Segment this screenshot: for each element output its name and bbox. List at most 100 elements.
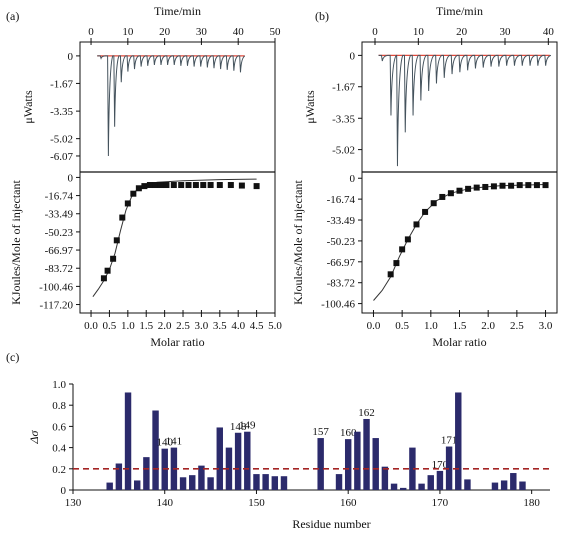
data-point [192,182,199,189]
data-point [465,185,472,192]
x-tick-label: 130 [65,497,82,509]
data-point [110,255,117,262]
bottom-ytick-label: -83.72 [45,263,73,275]
top-ytick-label: -5.02 [332,145,355,157]
data-point [516,182,523,189]
y-tick-label: 0.2 [52,464,66,476]
y-tick-label: 0 [61,485,67,497]
bottom-ytick-label: -100.46 [321,299,355,311]
data-point [104,267,111,274]
bar-residue-135 [115,463,123,490]
bar-residue-152 [271,476,279,490]
top-xtick-label: 0 [372,26,378,38]
bar-residue-143 [189,475,196,490]
bar-residue-139 [152,410,159,490]
bar-panel-c: (c) 0 0.2 0.4 0.6 0.8 1.0 130 140 150 160 170 180 Res… [6,350,550,531]
bottom-xtick-label: 1.5 [453,320,467,332]
data-point [146,182,153,189]
bottom-xtick-label: 4.5 [250,320,264,332]
data-point [178,182,185,189]
bottom-xtick-label: 3.0 [195,320,209,332]
bottom-xtick-label: 4.0 [231,320,245,332]
bar-label: 149 [239,420,256,432]
bar-residue-169 [427,475,434,490]
bar-residue-165 [390,483,398,490]
data-point [508,182,515,189]
bar-residue-167 [409,447,416,490]
y-tick-label: 0.8 [52,400,66,412]
bottom-ytick-label: -66.97 [45,245,74,257]
bottom-ytick-label: -16.74 [327,194,356,206]
bottom-ytick-label: -16.74 [45,191,74,203]
bottom-xtick-label: 2.5 [176,320,190,332]
top-xlabel: Time/min [436,4,483,18]
data-point [170,182,177,189]
x-axis-label: Residue number [292,517,370,531]
bottom-ytick-label: -117.20 [39,300,73,312]
top-ytick-label: -1.67 [332,82,355,94]
bar-residue-160 [344,439,352,490]
data-point [525,182,532,189]
bottom-xtick-label: 0.0 [367,320,381,332]
data-point [422,208,429,215]
bottom-ytick-label: 0 [68,172,74,184]
bar-residue-134 [106,482,113,490]
top-ytick-label: -5.02 [50,134,73,146]
data-point [387,271,394,278]
data-point [238,182,245,189]
data-point [490,183,497,190]
bar-residue-162 [363,418,370,490]
bar-label: 170 [432,459,449,471]
bar-residue-149 [244,431,251,490]
data-point [100,275,107,282]
top-ylabel: μWatts [303,90,317,124]
bottom-ytick-label: -50.23 [327,236,356,248]
bottom-xtick-label: 1.0 [424,320,438,332]
bar-residue-144 [198,465,205,490]
bar-label: 141 [166,436,183,448]
bottom-xtick-label: 0.5 [103,320,117,332]
panel-label-c: (c) [6,350,19,364]
panel-label-b: (b) [315,9,329,23]
bottom-xtick-label: 3.5 [213,320,227,332]
bar-label: 148 [230,421,247,433]
top-ytick-label: -3.35 [50,106,73,118]
fit-curve [373,184,546,301]
top-ytick-label: -1.67 [50,78,73,90]
bar-residue-150 [253,474,260,490]
bar-residue-166 [400,487,407,490]
top-xtick-label: 0 [88,26,94,38]
data-point [207,182,214,189]
data-point [163,182,170,189]
x-tick-label: 150 [248,497,265,509]
top-ytick-label: -6.07 [50,151,73,163]
x-tick-label: 140 [156,497,173,509]
bar-residue-170 [436,470,444,490]
thermogram-trace [97,55,246,156]
data-point [439,193,446,200]
data-point [135,185,142,192]
bar-residue-161 [354,431,361,490]
data-point [253,183,260,190]
bottom-ytick-label: -33.49 [45,209,74,221]
itc-panel-b: (b) 0 10 20 30 40 Time/min 0 -1.67 -3.35 -5.02 μWat… [291,4,558,349]
data-point [113,237,120,244]
top-xlabel: Time/min [154,4,201,18]
bottom-xlabel: Molar ratio [150,335,204,349]
bar-residue-171 [445,446,453,490]
bottom-xlabel: Molar ratio [432,335,486,349]
bar-residue-163 [372,438,379,490]
top-xtick-label: 50 [270,26,282,38]
panel-label-a: (a) [6,9,19,23]
bottom-xtick-label: 1.5 [139,320,153,332]
data-point [124,200,131,207]
y-tick-label: 0.6 [52,421,66,433]
data-point [499,182,506,189]
bar-residue-157 [317,438,324,490]
bottom-xtick-label: 0.0 [84,320,98,332]
data-point [533,182,540,189]
data-point [152,182,159,189]
bar-residue-179 [519,481,526,490]
data-point [227,182,234,189]
